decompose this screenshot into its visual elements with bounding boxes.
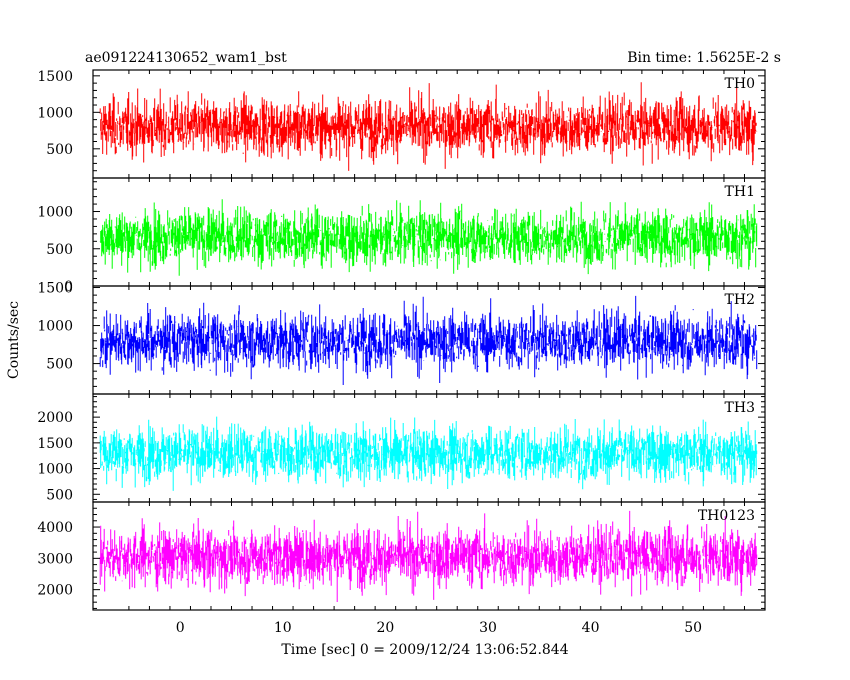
y-axis-label: Counts/sec: [6, 301, 22, 379]
panel-frame-th0123: [92, 501, 766, 611]
series-label-th0123: TH0123: [698, 508, 755, 524]
bin-time-label: Bin time: 1.5625E-2 s: [627, 50, 781, 66]
x-tick-label: 20: [376, 620, 394, 636]
y-tick-label: 1000: [37, 205, 73, 221]
series-line-th3: [99, 416, 758, 491]
series-line-th0123: [99, 510, 758, 602]
series-label-th2: TH2: [725, 292, 755, 308]
x-tick-label: 50: [684, 620, 702, 636]
series-label-th0: TH0: [725, 76, 755, 92]
series-label-th1: TH1: [725, 184, 755, 200]
y-tick-label: 1000: [37, 319, 73, 335]
series-line-th2: [99, 295, 758, 385]
x-tick-label: 30: [479, 620, 497, 636]
x-tick-label: 40: [582, 620, 600, 636]
y-tick-label: 1000: [37, 462, 73, 478]
x-axis-label: Time [sec] 0 = 2009/12/24 13:06:52.844: [281, 642, 568, 658]
y-tick-label: 0: [64, 279, 73, 295]
series-line-th0: [99, 82, 758, 171]
y-tick-label: 3000: [37, 551, 73, 567]
y-tick-label: 500: [46, 487, 73, 503]
y-tick-label: 500: [46, 357, 73, 373]
y-tick-label: 2000: [37, 583, 73, 599]
y-tick-label: 1000: [37, 105, 73, 121]
y-tick-label: 500: [46, 142, 73, 158]
y-tick-label: 1500: [37, 69, 73, 85]
y-tick-label: 1500: [37, 281, 73, 297]
chart-title: ae091224130652_wam1_bst: [85, 50, 287, 66]
y-tick-label: 4000: [37, 520, 73, 536]
x-tick-label: 0: [176, 620, 185, 636]
y-tick-label: 1500: [37, 436, 73, 452]
y-tick-label: 2000: [37, 410, 73, 426]
x-tick-label: 10: [274, 620, 292, 636]
y-tick-label: 500: [46, 242, 73, 258]
series-label-th3: TH3: [725, 400, 755, 416]
series-line-th1: [99, 199, 758, 276]
